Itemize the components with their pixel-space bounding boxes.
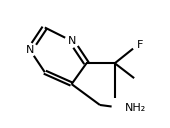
Text: F: F <box>137 40 143 50</box>
Text: NH₂: NH₂ <box>125 103 147 113</box>
Text: N: N <box>26 45 34 55</box>
Text: N: N <box>67 36 76 46</box>
